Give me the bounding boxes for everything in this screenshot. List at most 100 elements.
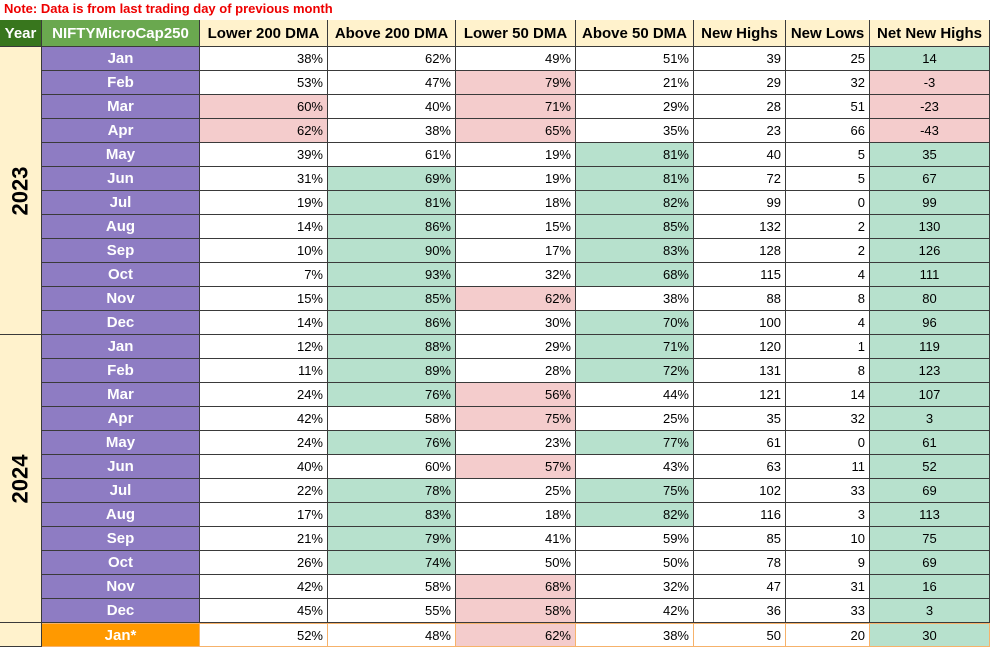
month-cell: Sep — [42, 527, 200, 551]
value-cell: 45% — [200, 599, 328, 623]
value-cell: 58% — [328, 407, 456, 431]
month-cell: Jul — [42, 191, 200, 215]
year-label: 2023 — [7, 166, 33, 215]
column-header: Above 50 DMA — [576, 20, 694, 47]
column-header: Above 200 DMA — [328, 20, 456, 47]
value-cell: 78 — [694, 551, 786, 575]
value-cell: 43% — [576, 455, 694, 479]
value-cell: 85% — [328, 287, 456, 311]
value-cell: 38% — [200, 47, 328, 71]
value-cell: 14 — [786, 383, 870, 407]
value-cell: 52% — [200, 623, 328, 647]
value-cell: 35 — [694, 407, 786, 431]
value-cell: 25% — [456, 479, 576, 503]
value-cell: 51% — [576, 47, 694, 71]
value-cell: 75% — [456, 407, 576, 431]
value-cell: 68% — [576, 263, 694, 287]
column-header: Lower 200 DMA — [200, 20, 328, 47]
value-cell: 25% — [576, 407, 694, 431]
value-cell: 68% — [456, 575, 576, 599]
value-cell: 3 — [786, 503, 870, 527]
value-cell: 120 — [694, 335, 786, 359]
value-cell: 102 — [694, 479, 786, 503]
value-cell: 32 — [786, 407, 870, 431]
value-cell: 50% — [576, 551, 694, 575]
value-cell: 17% — [200, 503, 328, 527]
year-cell: 2023 — [0, 47, 42, 335]
value-cell: 81% — [576, 167, 694, 191]
value-cell: 32 — [786, 71, 870, 95]
value-cell: 14% — [200, 311, 328, 335]
value-cell: 72 — [694, 167, 786, 191]
value-cell: 75 — [870, 527, 990, 551]
value-cell: 50% — [456, 551, 576, 575]
month-cell: Mar — [42, 95, 200, 119]
month-cell: Sep — [42, 239, 200, 263]
value-cell: 132 — [694, 215, 786, 239]
value-cell: 107 — [870, 383, 990, 407]
value-cell: 21% — [576, 71, 694, 95]
month-cell: Jun — [42, 455, 200, 479]
value-cell: 8 — [786, 359, 870, 383]
value-cell: 67 — [870, 167, 990, 191]
value-cell: 26% — [200, 551, 328, 575]
month-cell: May — [42, 431, 200, 455]
value-cell: 115 — [694, 263, 786, 287]
value-cell: 14% — [200, 215, 328, 239]
value-cell: 12% — [200, 335, 328, 359]
value-cell: 111 — [870, 263, 990, 287]
value-cell: 2 — [786, 239, 870, 263]
month-cell: Dec — [42, 311, 200, 335]
value-cell: 131 — [694, 359, 786, 383]
month-cell: Mar — [42, 383, 200, 407]
value-cell: 57% — [456, 455, 576, 479]
value-cell: 130 — [870, 215, 990, 239]
value-cell: 31% — [200, 167, 328, 191]
year-label: 2024 — [7, 454, 33, 503]
value-cell: 29 — [694, 71, 786, 95]
value-cell: 65% — [456, 119, 576, 143]
value-cell: 39% — [200, 143, 328, 167]
value-cell: 29% — [456, 335, 576, 359]
value-cell: 63 — [694, 455, 786, 479]
column-header: New Lows — [786, 20, 870, 47]
value-cell: 99 — [694, 191, 786, 215]
value-cell: 66 — [786, 119, 870, 143]
value-cell: 69 — [870, 479, 990, 503]
value-cell: 88 — [694, 287, 786, 311]
value-cell: -23 — [870, 95, 990, 119]
value-cell: 15% — [200, 287, 328, 311]
month-cell: Aug — [42, 503, 200, 527]
month-cell: Jan* — [42, 623, 200, 647]
value-cell: 71% — [576, 335, 694, 359]
value-cell: 69 — [870, 551, 990, 575]
value-cell: 58% — [328, 575, 456, 599]
value-cell: 83% — [328, 503, 456, 527]
month-cell: Oct — [42, 551, 200, 575]
value-cell: 19% — [456, 143, 576, 167]
value-cell: 88% — [328, 335, 456, 359]
value-cell: 116 — [694, 503, 786, 527]
value-cell: 42% — [576, 599, 694, 623]
value-cell: 29% — [576, 95, 694, 119]
value-cell: 31 — [786, 575, 870, 599]
month-cell: Jun — [42, 167, 200, 191]
value-cell: 96 — [870, 311, 990, 335]
value-cell: 21% — [200, 527, 328, 551]
value-cell: 52 — [870, 455, 990, 479]
value-cell: 41% — [456, 527, 576, 551]
value-cell: 10 — [786, 527, 870, 551]
value-cell: 121 — [694, 383, 786, 407]
value-cell: 23 — [694, 119, 786, 143]
value-cell: 18% — [456, 503, 576, 527]
value-cell: 35 — [870, 143, 990, 167]
value-cell: 33 — [786, 599, 870, 623]
value-cell: 0 — [786, 191, 870, 215]
value-cell: 113 — [870, 503, 990, 527]
value-cell: -43 — [870, 119, 990, 143]
column-header: NIFTYMicroCap250 — [42, 20, 200, 47]
column-header: Lower 50 DMA — [456, 20, 576, 47]
value-cell: 128 — [694, 239, 786, 263]
value-cell: 16 — [870, 575, 990, 599]
